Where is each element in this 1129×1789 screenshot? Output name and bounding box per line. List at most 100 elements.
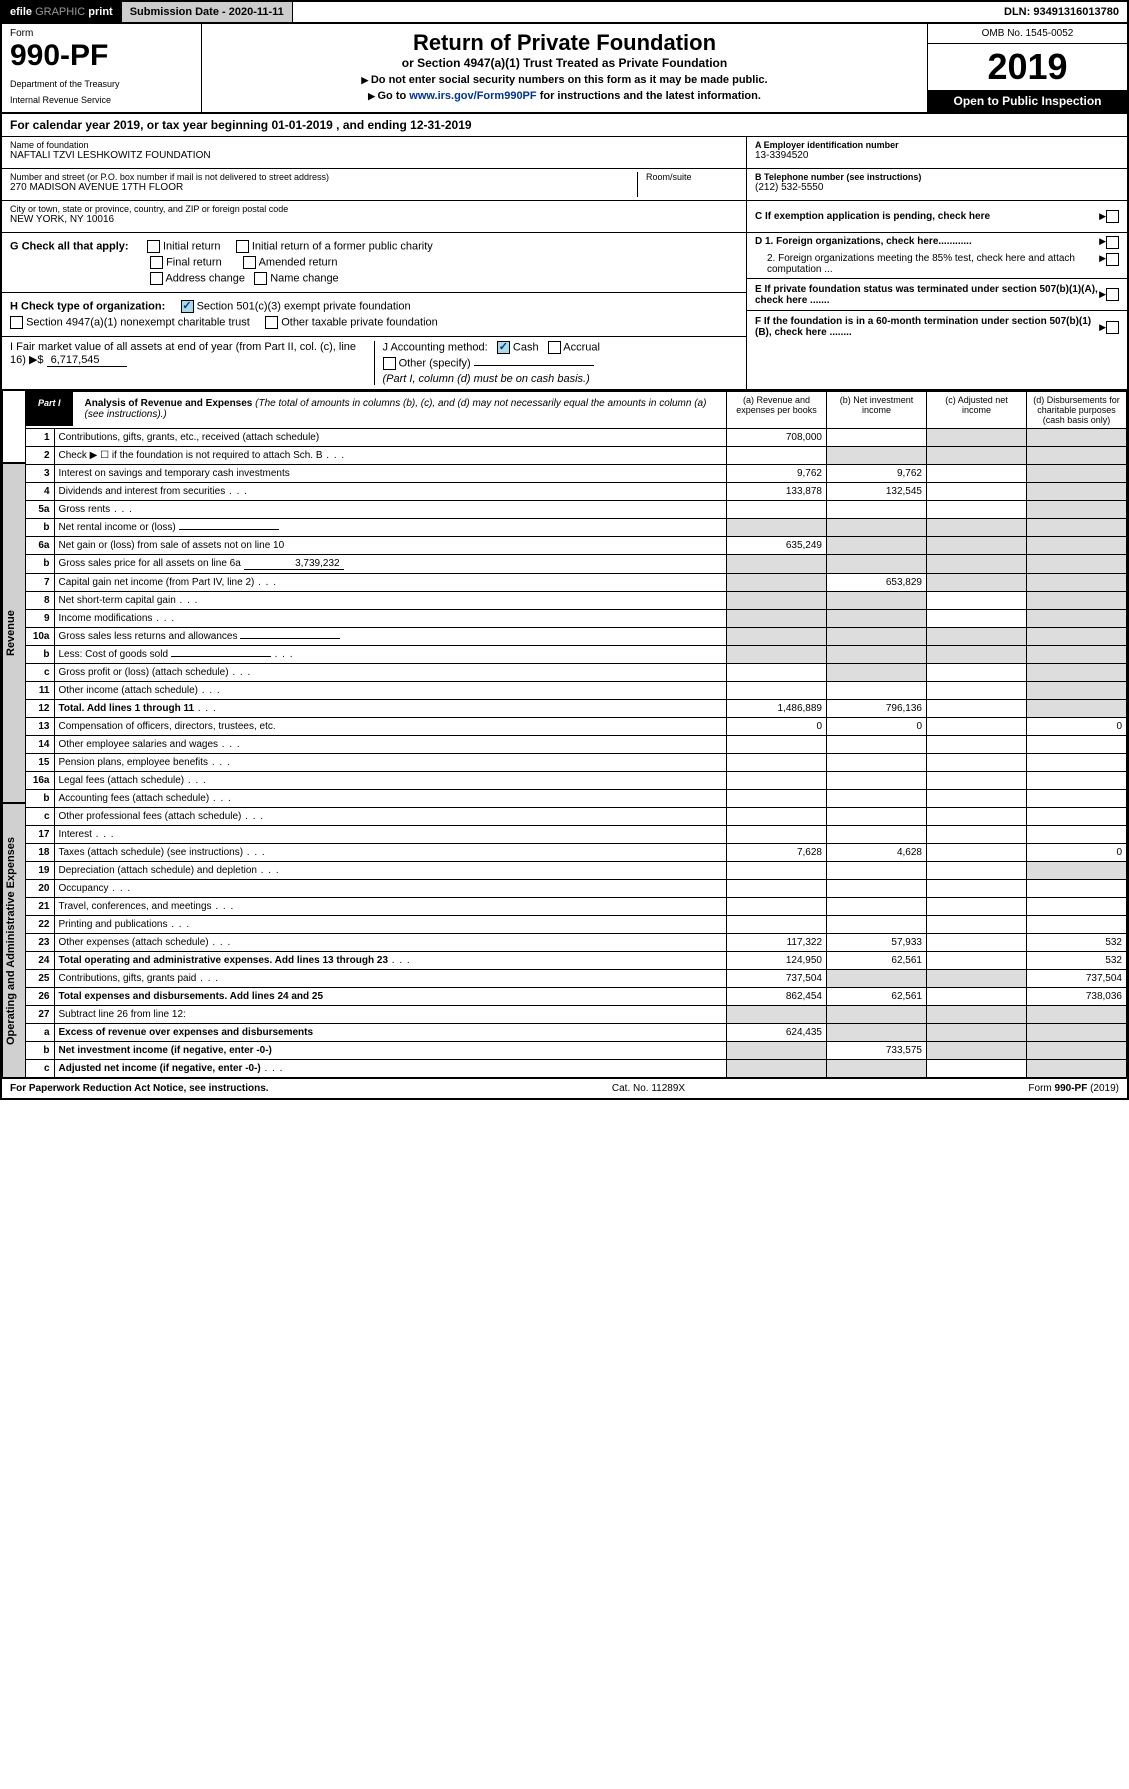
f-arrow [1099,322,1106,333]
cell-b [827,1024,927,1042]
omb-number: OMB No. 1545-0052 [928,24,1127,44]
cell-d [1027,1060,1127,1078]
line-number: 17 [26,826,54,844]
g-row-2: Final return Amended return [10,256,738,269]
cell-d [1027,826,1127,844]
other-taxable-checkbox[interactable] [265,316,278,329]
cell-a [727,1006,827,1024]
info-right: A Employer identification number 13-3394… [747,137,1127,389]
table-row: 26Total expenses and disbursements. Add … [26,988,1127,1006]
cell-a: 7,628 [727,844,827,862]
cash-checkbox[interactable] [497,341,510,354]
line-description: Total expenses and disbursements. Add li… [54,988,727,1006]
c-checkbox[interactable] [1106,210,1119,223]
instruction-2: Go to www.irs.gov/Form990PF for instruct… [222,90,907,102]
line-number: 23 [26,934,54,952]
cell-b [827,808,927,826]
side-column: Revenue Operating and Administrative Exp… [2,391,26,1078]
cell-b: 0 [827,718,927,736]
g-label: G Check all that apply: [10,240,129,252]
amended-return-checkbox[interactable] [243,256,256,269]
line-number: 6a [26,537,54,555]
cell-d [1027,916,1127,934]
cell-b [827,826,927,844]
initial-return-checkbox[interactable] [147,240,160,253]
instr2-pre: Go to [377,90,409,102]
f-checkbox[interactable] [1106,321,1119,334]
col-c-header: (c) Adjusted net income [927,392,1027,429]
e-checkbox[interactable] [1106,288,1119,301]
col-a-header: (a) Revenue and expenses per books [727,392,827,429]
line-number: 2 [26,447,54,465]
cell-b [827,1060,927,1078]
line-description: Dividends and interest from securities [54,483,727,501]
table-header-row: Part I Analysis of Revenue and Expenses … [26,392,1127,429]
cell-c [927,898,1027,916]
cell-c [927,555,1027,574]
final-return-checkbox[interactable] [150,256,163,269]
d2-checkbox[interactable] [1106,253,1119,266]
irs-link[interactable]: www.irs.gov/Form990PF [409,90,536,102]
instruction-1: Do not enter social security numbers on … [222,74,907,86]
line-number: 20 [26,880,54,898]
line-description: Other employee salaries and wages [54,736,727,754]
form-page: efile GRAPHIC print Submission Date - 20… [0,0,1129,1100]
cell-c [927,574,1027,592]
cell-b [827,862,927,880]
f-row: F If the foundation is in a 60-month ter… [747,311,1127,343]
cell-a [727,862,827,880]
cell-a: 133,878 [727,483,827,501]
cell-c [927,772,1027,790]
room-label: Room/suite [646,172,738,182]
table-wrap: Part I Analysis of Revenue and Expenses … [26,391,1127,1078]
c-row: C If exemption application is pending, c… [747,201,1127,233]
cell-b [827,429,927,447]
part-header: Part I Analysis of Revenue and Expenses … [26,392,726,426]
line-description: Less: Cost of goods sold [54,646,727,664]
cell-c [927,970,1027,988]
cell-a [727,772,827,790]
cell-b [827,447,927,465]
table-row: cAdjusted net income (if negative, enter… [26,1060,1127,1078]
cell-a [727,682,827,700]
4947-checkbox[interactable] [10,316,23,329]
submission-date: Submission Date - 2020-11-11 [121,2,293,22]
table-row: bNet rental income or (loss) [26,519,1127,537]
footer-center: Cat. No. 11289X [612,1083,685,1094]
cash-label: Cash [513,341,539,353]
cell-a: 117,322 [727,934,827,952]
cell-a [727,646,827,664]
table-row: 19Depreciation (attach schedule) and dep… [26,862,1127,880]
cell-a: 0 [727,718,827,736]
phone-label: B Telephone number (see instructions) [755,172,1119,182]
cell-c [927,916,1027,934]
address-change-checkbox[interactable] [150,272,163,285]
form-label: Form [10,28,193,39]
line-description: Gross sales price for all assets on line… [54,555,727,574]
name-change-checkbox[interactable] [254,272,267,285]
cell-d [1027,501,1127,519]
other-specify[interactable] [474,365,594,366]
cell-d: 738,036 [1027,988,1127,1006]
d1-checkbox[interactable] [1106,236,1119,249]
cell-c [927,1060,1027,1078]
cell-d [1027,808,1127,826]
501c3-checkbox[interactable] [181,300,194,313]
accrual-checkbox[interactable] [548,341,561,354]
table-row: bNet investment income (if negative, ent… [26,1042,1127,1060]
section-j: J Accounting method: Cash Accrual Other … [375,341,739,385]
cell-d: 0 [1027,844,1127,862]
line-description: Printing and publications [54,916,727,934]
cell-c [927,501,1027,519]
cell-a [727,826,827,844]
other-method-checkbox[interactable] [383,357,396,370]
line-number: 10a [26,628,54,646]
cell-d [1027,1024,1127,1042]
cell-c [927,700,1027,718]
line-description: Excess of revenue over expenses and disb… [54,1024,727,1042]
table-row: 9Income modifications [26,610,1127,628]
initial-former-checkbox[interactable] [236,240,249,253]
revenue-label: Revenue [2,463,26,803]
cell-a [727,790,827,808]
cell-c [927,736,1027,754]
